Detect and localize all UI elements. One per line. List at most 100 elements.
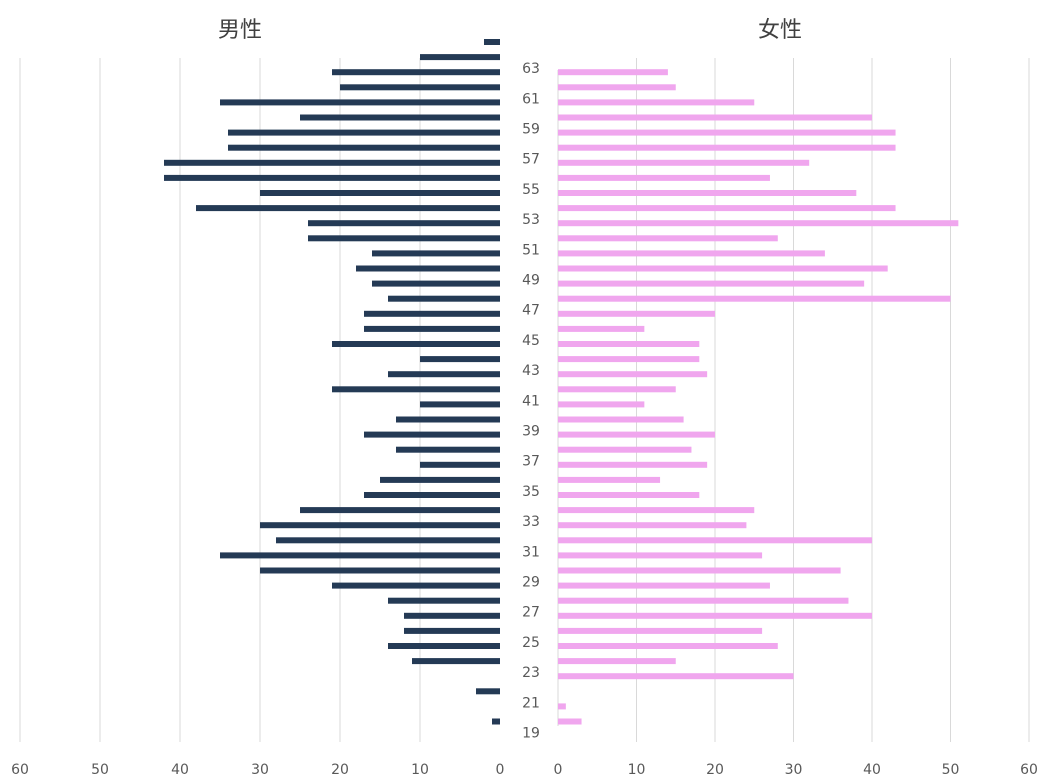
male-bar xyxy=(164,174,500,181)
female-x-tick-label: 0 xyxy=(554,762,563,778)
male-bar xyxy=(164,159,500,166)
male-bar xyxy=(388,371,500,378)
male-bar xyxy=(332,386,500,393)
female-bar xyxy=(558,69,668,76)
age-label: 45 xyxy=(522,333,540,349)
female-bar xyxy=(558,658,676,665)
female-bar xyxy=(558,446,692,453)
female-x-tick-label: 60 xyxy=(1020,762,1038,778)
age-label: 55 xyxy=(522,182,540,198)
female-bar xyxy=(558,159,810,166)
female-bar xyxy=(558,627,763,634)
female-bar xyxy=(558,597,849,604)
age-label: 23 xyxy=(522,665,540,681)
male-bar xyxy=(404,627,500,634)
male-bar xyxy=(404,612,500,619)
female-bar xyxy=(558,174,770,181)
male-bar xyxy=(420,54,500,61)
age-label: 61 xyxy=(522,91,540,107)
female-bar xyxy=(558,643,778,649)
age-label: 37 xyxy=(522,454,540,470)
male-bar xyxy=(420,401,500,408)
male-title: 男性 xyxy=(218,18,263,43)
male-x-tick-label: 0 xyxy=(496,762,505,778)
female-bar xyxy=(558,250,825,257)
female-title: 女性 xyxy=(758,18,803,43)
female-bar xyxy=(558,582,770,589)
male-bar xyxy=(332,582,500,589)
age-label: 63 xyxy=(522,61,540,77)
female-x-tick-label: 50 xyxy=(942,762,960,778)
age-label: 25 xyxy=(522,635,540,651)
male-bar xyxy=(364,431,500,438)
male-bar xyxy=(396,446,500,453)
female-bar xyxy=(558,718,582,725)
male-bar xyxy=(340,84,500,91)
female-bar xyxy=(558,341,700,347)
male-x-tick-label: 50 xyxy=(91,762,109,778)
female-bar xyxy=(558,144,896,151)
male-bar xyxy=(380,476,500,483)
age-label: 57 xyxy=(522,152,540,168)
male-bar xyxy=(372,280,500,287)
female-bar xyxy=(558,567,841,574)
female-bar xyxy=(558,522,747,529)
age-label: 29 xyxy=(522,575,540,591)
female-bar xyxy=(558,220,959,227)
age-label: 41 xyxy=(522,393,540,409)
female-bar xyxy=(558,129,896,136)
female-bar xyxy=(558,401,645,408)
age-label: 35 xyxy=(522,484,540,500)
male-bar xyxy=(364,310,500,317)
male-bar xyxy=(372,250,500,257)
female-bar xyxy=(558,476,661,483)
female-bar xyxy=(558,673,794,680)
female-bar xyxy=(558,99,755,106)
male-bar xyxy=(260,190,500,196)
male-x-tick-label: 30 xyxy=(251,762,269,778)
female-bar xyxy=(558,235,778,242)
age-label: 21 xyxy=(522,695,540,711)
female-x-tick-label: 10 xyxy=(628,762,646,778)
male-bar xyxy=(308,220,500,227)
age-label: 51 xyxy=(522,242,540,258)
female-bar xyxy=(558,703,566,710)
female-bar xyxy=(558,386,676,393)
female-bar xyxy=(558,461,708,468)
male-bar xyxy=(476,688,500,695)
male-bar xyxy=(300,114,500,121)
male-bar xyxy=(388,643,500,649)
male-bar xyxy=(396,416,500,423)
male-bar xyxy=(420,356,500,363)
female-bar xyxy=(558,537,872,544)
male-bar xyxy=(356,265,500,272)
age-label: 59 xyxy=(522,122,540,138)
female-bar xyxy=(558,356,700,363)
female-bar xyxy=(558,84,676,91)
female-bar xyxy=(558,114,872,121)
female-bar xyxy=(558,552,763,559)
female-bar xyxy=(558,325,645,332)
female-bar xyxy=(558,280,865,287)
male-bar xyxy=(492,718,500,725)
age-label: 19 xyxy=(522,726,540,742)
male-bar xyxy=(412,658,500,665)
male-bar xyxy=(220,99,500,106)
female-bar xyxy=(558,371,708,378)
age-label: 47 xyxy=(522,303,540,319)
female-bar xyxy=(558,612,872,619)
female-bar xyxy=(558,431,715,438)
male-bar xyxy=(420,461,500,468)
male-bar xyxy=(364,492,500,498)
female-x-tick-label: 20 xyxy=(706,762,724,778)
female-x-tick-label: 40 xyxy=(863,762,881,778)
male-bar xyxy=(228,129,500,136)
male-bar xyxy=(308,235,500,242)
age-label: 27 xyxy=(522,605,540,621)
male-bar xyxy=(260,522,500,529)
male-bar xyxy=(228,144,500,151)
male-bar xyxy=(364,325,500,332)
male-x-tick-label: 20 xyxy=(331,762,349,778)
age-label: 49 xyxy=(522,273,540,289)
age-label: 39 xyxy=(522,424,540,440)
